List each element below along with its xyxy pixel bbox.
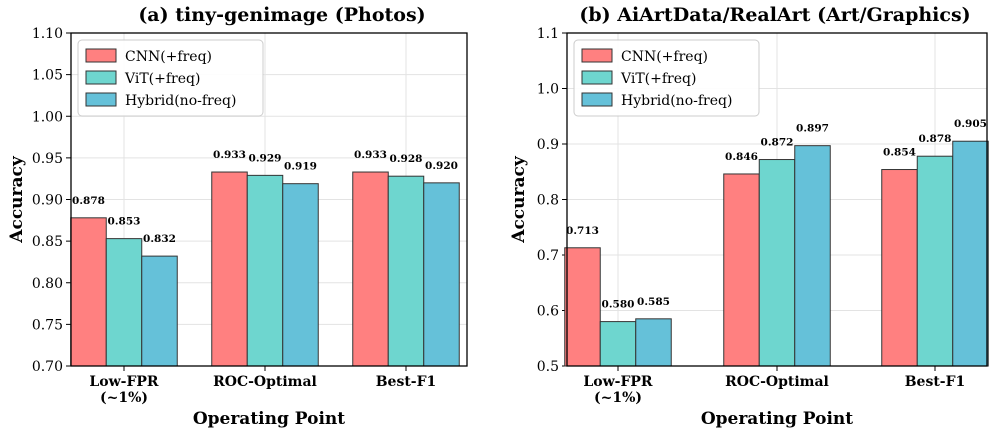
legend-swatch: [581, 70, 613, 85]
legend-entry: ViT(+freq): [620, 71, 696, 87]
data-label: 0.920: [425, 160, 458, 172]
bar-vit-freq: [105, 238, 143, 367]
y-tick-label: 1.05: [32, 68, 63, 84]
bar-hybrid-no-freq: [635, 318, 672, 367]
y-tick-label: 1.1: [537, 26, 559, 42]
bar-cnn-freq: [211, 171, 248, 367]
data-label: 0.580: [602, 299, 635, 311]
data-label: 0.929: [249, 152, 282, 164]
bar-vit-freq: [599, 321, 637, 367]
x-tick-label: Best-F1: [376, 374, 437, 390]
bar-vit-freq: [916, 155, 954, 367]
data-label: 0.928: [390, 153, 423, 165]
plot-frame: [70, 32, 468, 367]
bar-vit-freq: [246, 174, 284, 367]
data-label: 0.878: [919, 133, 952, 145]
legend-entry: Hybrid(no-freq): [621, 93, 732, 109]
data-label: 0.854: [883, 147, 916, 159]
legend-swatch: [581, 92, 613, 107]
y-tick-label: 1.10: [32, 26, 63, 42]
bar-hybrid-no-freq: [794, 145, 831, 367]
bars: 0.878 0.933 0.933 0.853 0.929 0.928 0.832 0.919…: [70, 149, 460, 367]
data-label: 0.905: [954, 118, 987, 130]
bar-cnn-freq: [564, 247, 601, 367]
x-tick-label: Low-FPR (~1%): [89, 374, 159, 406]
bar-hybrid-no-freq: [952, 140, 989, 367]
legend-entry: CNN(+freq): [621, 49, 708, 65]
legend-swatch: [85, 70, 117, 85]
y-tick-label: 0.7: [537, 248, 559, 264]
data-label: 0.919: [284, 161, 317, 173]
legend-entry: CNN(+freq): [125, 49, 212, 65]
y-tick-label: 0.6: [537, 304, 559, 320]
y-tick-label: 0.75: [32, 317, 63, 333]
bars: 0.713 0.846 0.854 0.580 0.872 0.878 0.585 0.897…: [564, 118, 989, 367]
bar-hybrid-no-freq: [141, 255, 178, 367]
y-tick-label: 0.95: [32, 151, 63, 167]
data-label: 0.933: [354, 149, 387, 161]
data-label: 0.832: [143, 233, 176, 245]
legend-box: [77, 39, 264, 117]
legend-swatch: [85, 48, 117, 63]
x-tick-label: Low-FPR (~1%): [583, 374, 653, 406]
data-label: 0.878: [72, 195, 105, 207]
y-tick-label: 0.80: [32, 276, 63, 292]
legend: CNN(+freq) ViT(+freq) Hybrid(no-freq): [77, 39, 264, 117]
data-label: 0.585: [637, 296, 670, 308]
y-tick-label: 0.85: [32, 234, 63, 250]
y-axis-label: Accuracy: [509, 155, 529, 244]
y-tick-label: 1.0: [537, 82, 559, 98]
y-axis-label: Accuracy: [7, 155, 27, 244]
chart-panel-b: 0.5 0.6 0.7 0.8 0.9 1.0 1.1 0.713 0.846 0.854 0.58…: [509, 4, 989, 429]
legend-swatch: [85, 92, 117, 107]
x-tick-label: ROC-Optimal: [213, 374, 317, 390]
x-tick-label: ROC-Optimal: [725, 374, 829, 390]
y-tick-label: 0.5: [537, 359, 559, 375]
bar-hybrid-no-freq: [282, 183, 319, 367]
legend-entry: ViT(+freq): [124, 71, 200, 87]
data-label: 0.846: [725, 151, 758, 163]
y-tick-label: 0.70: [32, 359, 63, 375]
chart-panel-a: 0.70 0.75 0.80 0.85 0.90 0.95 1.00 1.05 1.10 0.87…: [7, 4, 468, 429]
legend-entry: Hybrid(no-freq): [125, 93, 236, 109]
bar-cnn-freq: [881, 169, 918, 367]
bar-vit-freq: [758, 159, 796, 367]
bar-cnn-freq: [723, 173, 760, 367]
data-label: 0.713: [566, 225, 599, 237]
legend-swatch: [581, 48, 613, 63]
x-tick-label: Best-F1: [905, 374, 966, 390]
bar-hybrid-no-freq: [423, 182, 460, 367]
y-tick-label: 1.00: [32, 109, 63, 125]
bar-cnn-freq: [70, 217, 107, 367]
legend-box: [573, 39, 760, 117]
bar-vit-freq: [387, 175, 425, 367]
y-tick-label: 0.8: [537, 193, 559, 209]
bar-cnn-freq: [352, 171, 389, 367]
y-tick-label: 0.90: [32, 193, 63, 209]
data-label: 0.853: [108, 216, 141, 228]
chart-title: (a) tiny-genimage (Photos): [138, 4, 425, 26]
data-label: 0.933: [213, 149, 246, 161]
chart-title: (b) AiArtData/RealArt (Art/Graphics): [579, 4, 970, 26]
y-tick-label: 0.9: [537, 137, 559, 153]
legend: CNN(+freq) ViT(+freq) Hybrid(no-freq): [573, 39, 760, 117]
x-axis-label: Operating Point: [701, 409, 853, 429]
x-axis-label: Operating Point: [193, 409, 345, 429]
data-label: 0.897: [796, 123, 829, 135]
data-label: 0.872: [761, 137, 794, 149]
